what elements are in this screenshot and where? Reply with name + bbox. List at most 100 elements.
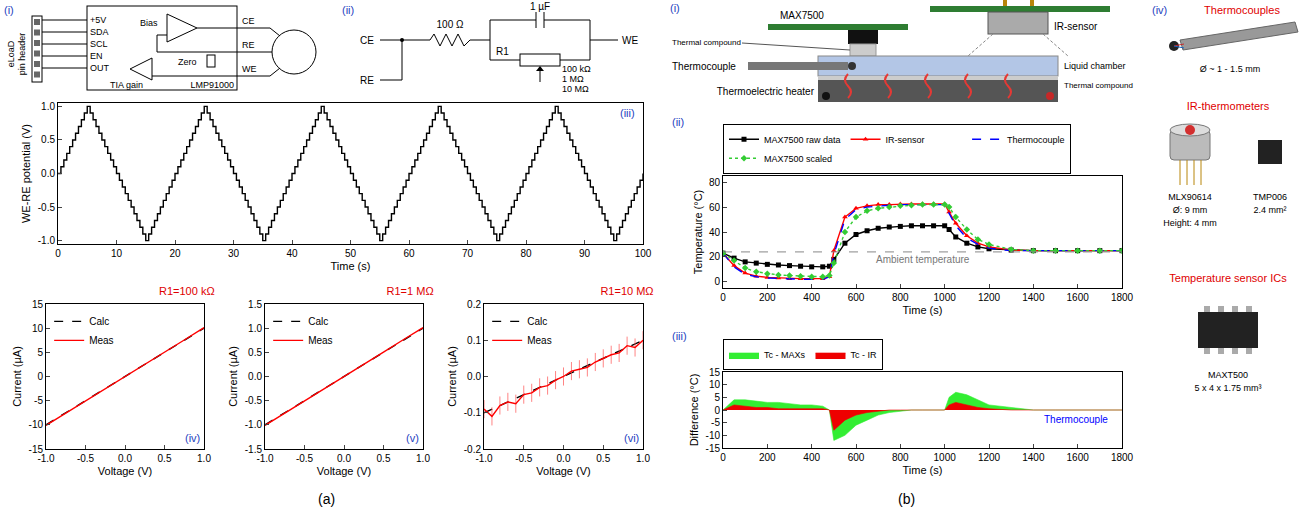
svg-text:0: 0 xyxy=(55,248,61,259)
svg-text:20: 20 xyxy=(709,251,721,262)
svg-text:-10: -10 xyxy=(29,419,44,430)
svg-text:100 Ω: 100 Ω xyxy=(437,19,464,30)
svg-text:600: 600 xyxy=(848,292,865,303)
svg-text:-10: -10 xyxy=(706,430,721,441)
svg-text:-5: -5 xyxy=(34,395,43,406)
svg-text:MLX90614: MLX90614 xyxy=(1168,192,1212,202)
svg-text:-1.0: -1.0 xyxy=(256,453,274,464)
svg-text:40: 40 xyxy=(286,248,298,259)
svg-text:Ambient temperature: Ambient temperature xyxy=(876,254,970,265)
svg-text:80: 80 xyxy=(709,177,721,188)
svg-text:Temperature (°C): Temperature (°C) xyxy=(692,190,704,274)
svg-text:80: 80 xyxy=(520,248,532,259)
svg-text:0.5: 0.5 xyxy=(248,347,262,358)
svg-text:1 µF: 1 µF xyxy=(530,2,550,12)
svg-text:10: 10 xyxy=(709,379,721,390)
svg-text:0: 0 xyxy=(714,276,720,287)
svg-text:1.0: 1.0 xyxy=(41,101,55,112)
svg-text:2.4 mm²: 2.4 mm² xyxy=(1253,205,1286,215)
svg-text:15: 15 xyxy=(709,367,721,378)
svg-text:-1.0: -1.0 xyxy=(475,453,493,464)
svg-text:1.0: 1.0 xyxy=(248,323,262,334)
svg-text:0: 0 xyxy=(720,292,726,303)
svg-text:MAX7500 raw data: MAX7500 raw data xyxy=(764,135,841,145)
svg-text:Meas: Meas xyxy=(308,335,332,346)
svg-text:Temperature sensor ICs: Temperature sensor ICs xyxy=(1169,272,1287,284)
svg-text:5: 5 xyxy=(37,347,43,358)
svg-text:1600: 1600 xyxy=(1067,452,1090,463)
svg-text:RE: RE xyxy=(360,75,374,86)
svg-text:50: 50 xyxy=(345,248,357,259)
svg-text:0.0: 0.0 xyxy=(248,371,262,382)
svg-text:Time (s): Time (s) xyxy=(903,464,943,476)
svg-text:200: 200 xyxy=(759,452,776,463)
svg-text:90: 90 xyxy=(579,248,591,259)
svg-text:OUT: OUT xyxy=(90,63,110,73)
svg-text:-1.0: -1.0 xyxy=(37,453,55,464)
svg-text:(iv): (iv) xyxy=(185,432,200,444)
svg-text:0.0: 0.0 xyxy=(41,168,55,179)
svg-text:0.2: 0.2 xyxy=(467,299,481,310)
svg-text:Bias: Bias xyxy=(140,18,158,28)
svg-text:Current (µA): Current (µA) xyxy=(227,346,239,407)
svg-text:Voltage (V): Voltage (V) xyxy=(536,465,590,477)
svg-text:-0.5: -0.5 xyxy=(245,395,263,406)
svg-text:400: 400 xyxy=(803,292,820,303)
svg-text:Liquid chamber: Liquid chamber xyxy=(1064,61,1126,71)
svg-text:-5: -5 xyxy=(711,417,720,428)
svg-text:100 kΩ: 100 kΩ xyxy=(562,64,591,74)
svg-text:70: 70 xyxy=(462,248,474,259)
svg-text:TIA gain: TIA gain xyxy=(110,80,143,90)
svg-text:-0.5: -0.5 xyxy=(38,202,56,213)
svg-text:-1.0: -1.0 xyxy=(38,235,56,246)
svg-text:10: 10 xyxy=(111,248,123,259)
svg-text:TMP006: TMP006 xyxy=(1253,192,1287,202)
svg-text:Difference (°C): Difference (°C) xyxy=(688,374,700,447)
svg-text:CE: CE xyxy=(360,35,374,46)
svg-text:1800: 1800 xyxy=(1111,452,1134,463)
svg-text:40: 40 xyxy=(709,227,721,238)
svg-text:SDA: SDA xyxy=(90,27,109,37)
svg-text:1 MΩ: 1 MΩ xyxy=(562,74,584,84)
svg-text:0.5: 0.5 xyxy=(596,453,610,464)
svg-text:Zero: Zero xyxy=(178,57,197,67)
svg-text:R1: R1 xyxy=(496,46,509,57)
svg-text:1400: 1400 xyxy=(1022,452,1045,463)
svg-text:R1=100 kΩ: R1=100 kΩ xyxy=(159,285,215,297)
svg-text:15: 15 xyxy=(32,299,44,310)
svg-text:100: 100 xyxy=(635,248,652,259)
svg-text:Calc: Calc xyxy=(527,316,547,327)
svg-text:LMP91000: LMP91000 xyxy=(190,80,234,90)
svg-text:Tc - MAXs: Tc - MAXs xyxy=(764,350,806,360)
svg-text:(vi): (vi) xyxy=(624,432,639,444)
svg-text:Voltage (V): Voltage (V) xyxy=(317,465,371,477)
svg-text:-15: -15 xyxy=(29,444,44,455)
svg-text:Thermocouples: Thermocouples xyxy=(1204,4,1280,16)
svg-text:(v): (v) xyxy=(406,432,419,444)
svg-text:Meas: Meas xyxy=(89,335,113,346)
svg-text:0.0: 0.0 xyxy=(467,371,481,382)
svg-text:0: 0 xyxy=(714,405,720,416)
svg-text:1.0: 1.0 xyxy=(636,453,650,464)
svg-text:800: 800 xyxy=(892,452,909,463)
svg-text:1000: 1000 xyxy=(934,452,957,463)
svg-text:400: 400 xyxy=(803,452,820,463)
svg-text:1.0: 1.0 xyxy=(416,453,430,464)
svg-text:-1.0: -1.0 xyxy=(245,419,263,430)
svg-text:0.5: 0.5 xyxy=(41,134,55,145)
svg-text:60: 60 xyxy=(403,248,415,259)
svg-text:Thermal compound: Thermal compound xyxy=(1064,81,1133,90)
svg-text:0.0: 0.0 xyxy=(337,453,351,464)
svg-text:-0.5: -0.5 xyxy=(515,453,533,464)
svg-text:-15: -15 xyxy=(706,443,721,454)
svg-text:-0.5: -0.5 xyxy=(296,453,314,464)
svg-text:1800: 1800 xyxy=(1111,292,1134,303)
svg-text:Thermocouple: Thermocouple xyxy=(672,61,736,72)
svg-text:5 x 4 x 1.75 mm³: 5 x 4 x 1.75 mm³ xyxy=(1194,383,1261,393)
svg-text:Thermocouple: Thermocouple xyxy=(1044,414,1108,425)
svg-text:+5V: +5V xyxy=(90,15,106,25)
svg-text:Time (s): Time (s) xyxy=(331,260,371,272)
svg-text:1200: 1200 xyxy=(978,452,1001,463)
svg-text:1400: 1400 xyxy=(1022,292,1045,303)
svg-text:eLoaD: eLoaD xyxy=(6,40,16,67)
